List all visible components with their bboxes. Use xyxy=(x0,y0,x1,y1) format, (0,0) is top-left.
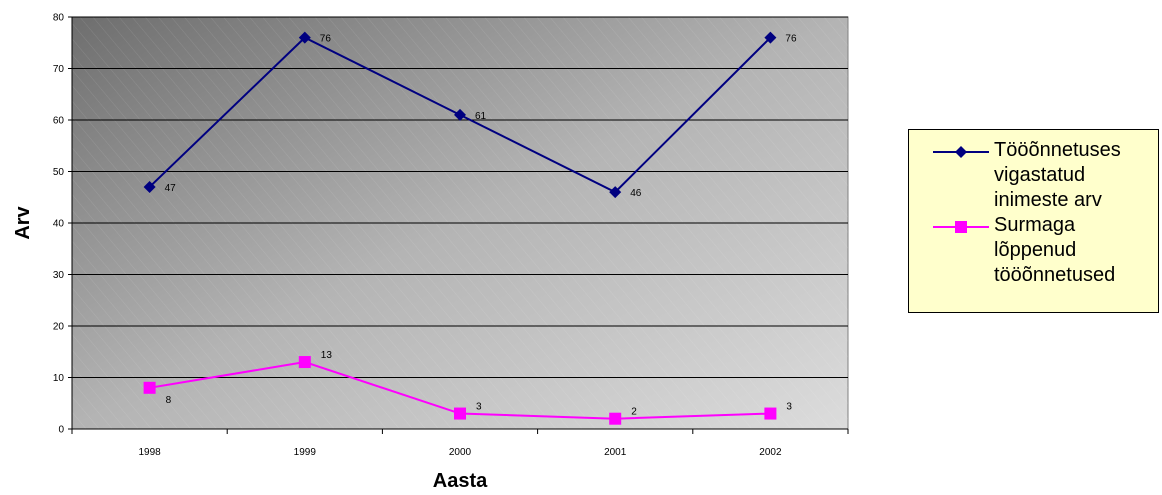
series-1: 8 13 3 2 3 xyxy=(143,350,792,425)
x-tick-label: 2000 xyxy=(449,447,472,458)
x-axis-title: Aasta xyxy=(433,470,488,492)
legend-label-injured: Tööõnnetuses vigastatud inimeste arv xyxy=(994,139,1121,211)
x-tick-label: 1999 xyxy=(294,447,317,458)
x-tick-label: 2001 xyxy=(604,447,627,458)
data-point-diamond xyxy=(454,108,466,121)
series-0: 47 76 61 46 76 xyxy=(143,31,797,199)
y-tick-label: 60 xyxy=(53,116,65,127)
y-tick-label: 0 xyxy=(58,425,64,436)
data-point-square xyxy=(609,412,622,425)
data-point-diamond xyxy=(143,180,156,193)
y-tick-label: 10 xyxy=(53,373,65,384)
y-tick-label: 20 xyxy=(53,322,65,333)
y-tick-label: 30 xyxy=(53,270,65,281)
x-tick-label: 2002 xyxy=(759,447,782,458)
legend-label-fatal: Surmaga lõppenud tööõnnetused xyxy=(994,214,1116,286)
data-label: 61 xyxy=(475,111,487,122)
y-axis-ticks: 0 10 20 30 40 50 60 70 80 xyxy=(53,13,72,436)
data-point-diamond xyxy=(298,31,311,44)
data-label: 2 xyxy=(631,407,637,418)
data-label: 76 xyxy=(320,34,332,45)
x-axis-ticks: 1998 1999 2000 2001 2002 xyxy=(71,429,849,458)
data-point-diamond xyxy=(609,186,622,199)
data-label: 8 xyxy=(166,395,172,406)
data-point-square xyxy=(764,407,777,420)
data-point-square xyxy=(143,381,156,394)
data-label: 3 xyxy=(786,402,792,413)
data-point-square xyxy=(454,407,466,420)
series-group: 47 76 61 46 76 8 13 3 2 3 xyxy=(143,31,797,425)
y-tick-label: 50 xyxy=(53,167,65,178)
data-label: 76 xyxy=(785,34,797,45)
legend-diamond-marker-icon xyxy=(933,146,989,158)
legend-square-marker-icon xyxy=(933,221,989,233)
data-label: 46 xyxy=(630,188,642,199)
data-label: 47 xyxy=(165,183,177,194)
y-tick-label: 80 xyxy=(53,13,65,24)
data-label: 13 xyxy=(321,350,333,361)
y-axis-title: Arv xyxy=(12,205,34,239)
data-point-diamond xyxy=(764,31,777,44)
x-tick-label: 1998 xyxy=(138,447,161,458)
data-label: 3 xyxy=(476,402,482,413)
data-point-square xyxy=(298,356,311,369)
y-tick-label: 70 xyxy=(53,64,65,75)
y-tick-label: 40 xyxy=(53,219,65,230)
legend: Tööõnnetuses vigastatud inimeste arv Sur… xyxy=(908,129,1159,313)
